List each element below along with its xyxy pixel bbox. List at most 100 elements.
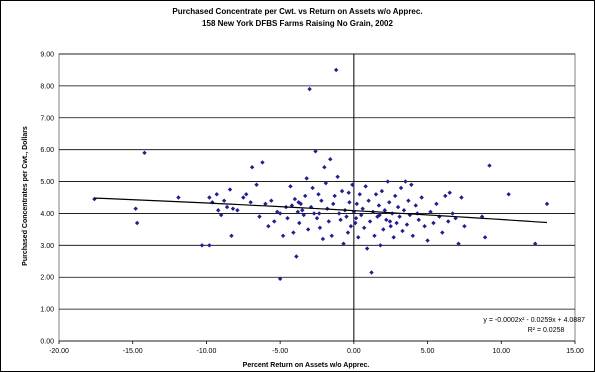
data-point <box>280 233 286 238</box>
data-point <box>300 208 305 213</box>
data-points <box>92 67 550 282</box>
data-point <box>310 185 315 191</box>
data-point <box>292 196 298 202</box>
y-tick-label: 3.00 <box>40 243 54 250</box>
data-point <box>450 211 455 216</box>
data-point <box>532 241 538 246</box>
data-point <box>431 220 436 226</box>
data-point <box>269 198 274 203</box>
data-point <box>317 225 323 230</box>
data-point <box>303 193 308 199</box>
trendline-equation: y = -0.0002x² - 0.0259x + 4.0887 <box>483 317 585 324</box>
data-point <box>207 243 212 248</box>
data-point <box>277 276 283 282</box>
data-point <box>372 233 377 238</box>
data-point <box>333 67 339 73</box>
data-point <box>297 220 302 226</box>
y-tick-label: 0.00 <box>40 339 54 346</box>
data-point <box>369 270 374 275</box>
data-point <box>230 206 236 211</box>
data-point <box>357 192 362 197</box>
data-point <box>395 204 401 210</box>
trendline <box>94 197 548 224</box>
data-point <box>360 206 365 211</box>
data-point <box>289 203 295 208</box>
data-point <box>401 208 407 213</box>
data-point <box>305 227 311 232</box>
data-point <box>314 216 320 221</box>
data-point <box>319 198 324 203</box>
data-point <box>400 228 405 234</box>
data-point <box>356 235 361 240</box>
data-point <box>272 219 277 224</box>
data-point <box>323 180 329 186</box>
y-tick-labels: 0.00 1.00 2.00 3.00 4.00 5.00 6.00 7.00 8.00 9.00 <box>40 52 54 346</box>
data-point <box>316 192 321 197</box>
x-tick-label: 15.00 <box>566 348 584 355</box>
data-point <box>311 211 317 216</box>
data-point <box>176 195 181 200</box>
data-point <box>363 184 368 189</box>
data-point <box>347 200 352 205</box>
data-point <box>227 187 233 192</box>
data-point <box>298 201 303 207</box>
data-point <box>353 216 359 221</box>
data-point <box>207 195 212 200</box>
data-point <box>382 208 388 213</box>
data-point <box>487 163 492 168</box>
data-point <box>338 217 343 223</box>
data-point <box>317 211 322 216</box>
data-point <box>288 184 293 189</box>
y-tick-label: 5.00 <box>40 179 54 186</box>
data-point <box>277 211 283 216</box>
y-tick-label: 2.00 <box>40 275 54 282</box>
data-point <box>406 198 411 203</box>
data-point <box>257 214 262 219</box>
data-point <box>296 200 301 205</box>
data-point <box>359 212 364 218</box>
x-tick-label: -20.00 <box>49 348 69 355</box>
data-point <box>142 150 147 156</box>
data-point <box>295 209 301 215</box>
data-point <box>199 243 205 248</box>
data-point <box>313 149 318 154</box>
data-point <box>415 211 420 216</box>
data-point <box>218 212 224 218</box>
data-point <box>249 165 255 170</box>
data-point <box>361 225 367 230</box>
data-point <box>221 198 227 203</box>
data-point <box>235 208 240 213</box>
chart-title: Purchased Concentrate per Cwt. vs Return… <box>172 7 423 16</box>
data-point <box>254 182 259 187</box>
data-point <box>248 200 253 205</box>
data-point <box>301 212 306 218</box>
data-point <box>224 204 230 210</box>
data-point <box>307 86 312 92</box>
data-point <box>443 193 448 199</box>
data-point <box>377 212 382 218</box>
data-point <box>216 208 221 213</box>
x-axis-label: Percent Return on Assets w/o Apprec. <box>243 362 370 369</box>
data-point <box>294 254 299 259</box>
data-point <box>381 227 386 232</box>
data-point <box>410 233 416 238</box>
data-point <box>462 224 467 229</box>
data-point <box>388 224 393 229</box>
x-tick-label: 0.00 <box>347 348 361 355</box>
data-point <box>419 195 424 200</box>
data-point <box>336 211 342 216</box>
data-point <box>346 190 351 195</box>
data-point <box>134 220 140 226</box>
data-point <box>379 188 385 194</box>
data-point <box>425 238 430 243</box>
data-point <box>320 236 326 242</box>
data-point <box>339 188 345 194</box>
plot-area <box>58 53 576 342</box>
data-point <box>285 216 290 221</box>
data-point <box>392 193 398 199</box>
data-point <box>263 201 268 207</box>
data-point <box>428 209 433 215</box>
data-point <box>378 243 383 248</box>
data-point <box>291 230 296 235</box>
data-point <box>274 209 280 215</box>
